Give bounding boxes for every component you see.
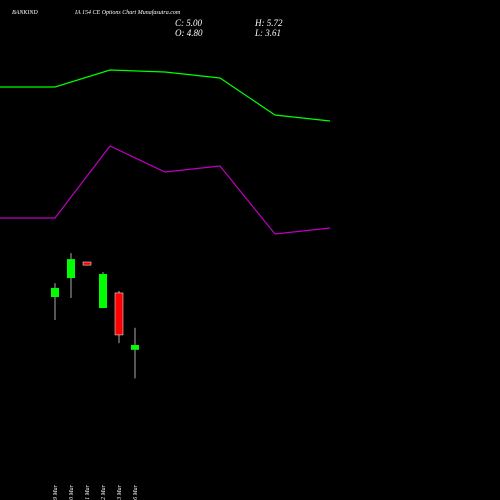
chart-title: BANKIND (12, 10, 38, 16)
indicator-line (0, 145, 331, 235)
candle-body (82, 261, 92, 266)
x-tick-label: 13 Mar (117, 484, 123, 500)
candle-body (131, 345, 139, 350)
x-tick-label: 12 Mar (101, 484, 107, 500)
x-tick-label: 11 Mar (85, 484, 91, 500)
candle-body (99, 273, 107, 309)
indicator-line (0, 69, 331, 122)
ohlc-label: L: 3.61 (254, 28, 281, 38)
candle-body (67, 259, 75, 279)
chart-title: IA 154 CE Options Chart Munafasutra.com (74, 9, 181, 16)
ohlc-label: O: 4.80 (175, 28, 203, 38)
x-tick-label: 16 Mar (133, 484, 139, 500)
ohlc-label: C: 5.00 (175, 18, 203, 28)
x-tick-label: 10 Mar (69, 484, 75, 500)
x-tick-label: 09 Mar (53, 484, 59, 500)
ohlc-label: H: 5.72 (254, 18, 283, 28)
candle-body (51, 287, 59, 298)
candle-body (114, 292, 124, 336)
